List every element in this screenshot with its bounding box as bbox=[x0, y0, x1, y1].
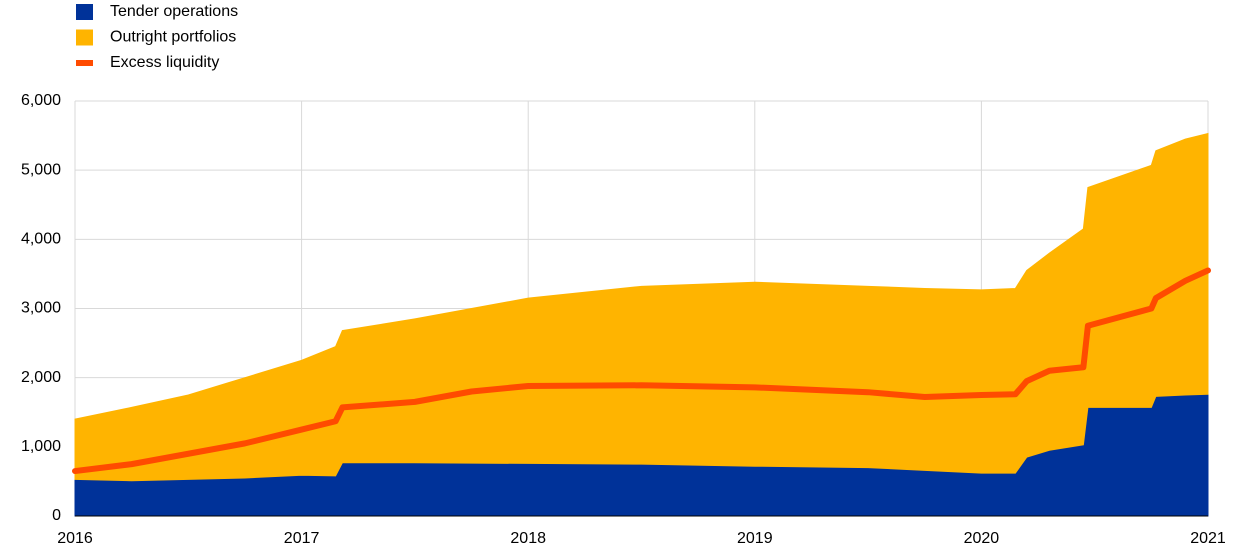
y-tick-label: 2,000 bbox=[21, 369, 61, 386]
y-tick-label: 6,000 bbox=[21, 92, 61, 109]
legend-label: Excess liquidity bbox=[110, 54, 219, 71]
legend-swatch bbox=[76, 60, 93, 66]
x-tick-label: 2018 bbox=[510, 530, 546, 547]
legend-label: Tender operations bbox=[110, 3, 238, 20]
x-tick-label: 2019 bbox=[737, 530, 773, 547]
x-tick-label: 2021 bbox=[1190, 530, 1226, 547]
y-tick-label: 1,000 bbox=[21, 438, 61, 455]
line bbox=[72, 267, 1211, 475]
legend-label: Outright portfolios bbox=[110, 29, 236, 46]
legend-swatch bbox=[76, 29, 93, 46]
y-tick-label: 0 bbox=[52, 507, 61, 524]
y-tick-label: 3,000 bbox=[21, 300, 61, 317]
area bbox=[74, 132, 1209, 482]
y-tick-label: 5,000 bbox=[21, 161, 61, 178]
lines bbox=[72, 267, 1211, 475]
x-tick-label: 2016 bbox=[57, 530, 93, 547]
x-tick-label: 2020 bbox=[964, 530, 1000, 547]
legend-swatch bbox=[76, 4, 93, 20]
areas bbox=[74, 132, 1209, 517]
x-tick-label: 2017 bbox=[284, 530, 320, 547]
y-tick-label: 4,000 bbox=[21, 231, 61, 248]
